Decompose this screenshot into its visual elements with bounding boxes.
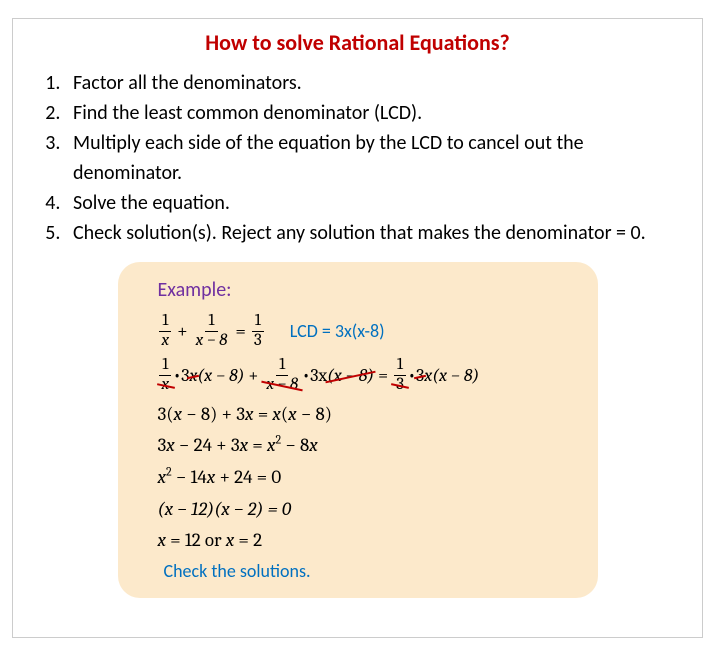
strike-term: x bbox=[159, 376, 173, 395]
strike-term: (x − 8) bbox=[327, 365, 374, 386]
document-frame: How to solve Rational Equations? Factor … bbox=[12, 18, 703, 638]
page-title: How to solve Rational Equations? bbox=[33, 29, 682, 56]
strike-term: x bbox=[189, 365, 197, 386]
equation-original: 1 x + 1 x − 8 = 1 3 LCD = 3x(x-8) bbox=[158, 312, 568, 350]
equation-multiply-lcd: 1 x • 3x(x − 8) + 1 x − 8 • 3x(x − 8) = … bbox=[158, 356, 568, 394]
equation-step: (x − 12)(x − 2) = 0 bbox=[158, 496, 568, 523]
step-item: Find the least common denominator (LCD). bbox=[65, 98, 682, 128]
equation-step: 3(x − 8) + 3x = x(x − 8) bbox=[158, 401, 568, 428]
example-box: Example: 1 x + 1 x − 8 = 1 3 LCD = 3x(x-… bbox=[118, 262, 598, 598]
fraction: 1 x − 8 bbox=[193, 312, 231, 350]
step-item: Factor all the denominators. bbox=[65, 68, 682, 98]
equation-step: x2 − 14x + 24 = 0 bbox=[158, 464, 568, 491]
fraction: 1 3 bbox=[251, 312, 265, 350]
fraction: 1 3 bbox=[393, 356, 407, 394]
steps-list: Factor all the denominators. Find the le… bbox=[33, 68, 682, 248]
strike-term: 3 bbox=[393, 376, 407, 395]
fraction: 1 x − 8 bbox=[263, 356, 301, 394]
strike-term: x − 8 bbox=[263, 376, 301, 395]
equation-step: 3x − 24 + 3x = x2 − 8x bbox=[158, 432, 568, 459]
example-heading: Example: bbox=[158, 278, 568, 302]
fraction: 1 x bbox=[159, 312, 173, 350]
equation-solution: x = 12 or x = 2 bbox=[158, 527, 568, 554]
step-item: Check solution(s). Reject any solution t… bbox=[65, 218, 682, 248]
step-item: Solve the equation. bbox=[65, 188, 682, 218]
lcd-label: LCD = 3x(x-8) bbox=[290, 320, 385, 342]
step-item: Multiply each side of the equation by th… bbox=[65, 128, 682, 188]
fraction: 1 x bbox=[159, 356, 173, 394]
strike-term: 3 bbox=[416, 365, 424, 386]
check-note: Check the solutions. bbox=[164, 560, 568, 582]
